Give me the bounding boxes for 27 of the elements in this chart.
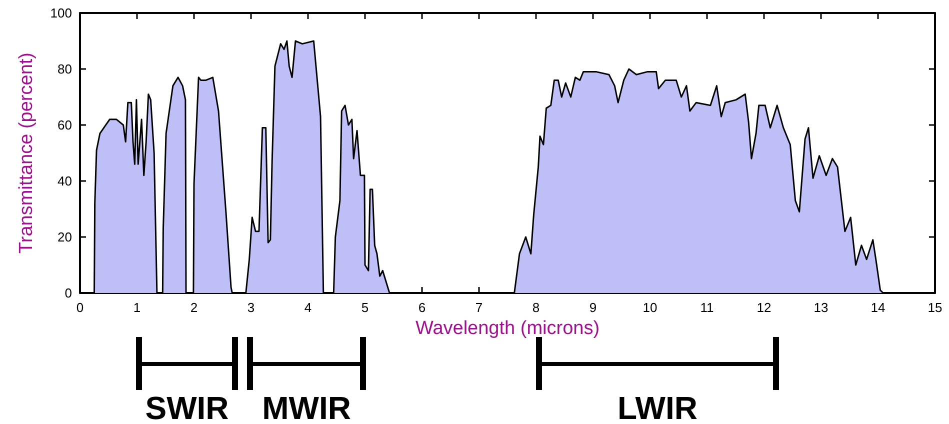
x-tick-label: 15: [928, 300, 942, 315]
x-tick-label: 6: [418, 300, 426, 315]
x-tick-label: 4: [304, 300, 312, 315]
y-tick-label: 0: [64, 286, 72, 300]
x-tick-label: 11: [700, 300, 714, 315]
x-tick-label: 2: [190, 300, 198, 315]
x-tick-label: 10: [642, 300, 658, 315]
y-tick-label: 20: [58, 230, 72, 244]
text: LWIR: [618, 390, 698, 424]
x-tick-label: 7: [475, 300, 483, 315]
x-tick-label: 5: [361, 300, 369, 315]
y-tick-label: 100: [50, 6, 72, 20]
y-tick-label: 40: [58, 174, 72, 188]
x-tick-label: 12: [756, 300, 772, 315]
x-axis-title: Wavelength (microns): [415, 318, 600, 339]
y-axis-title: Transmittance (percent): [16, 52, 37, 254]
y-tick-label: 60: [58, 118, 72, 132]
x-tick-label: 13: [814, 300, 828, 315]
x-tick-label: 14: [870, 300, 886, 315]
x-tick-label: 1: [133, 300, 141, 315]
x-tick-label: 0: [76, 300, 84, 315]
y-tick-label: 80: [58, 62, 72, 76]
text: MWIR: [262, 390, 351, 424]
text: SWIR: [145, 390, 229, 424]
x-tick-label: 8: [532, 300, 540, 315]
x-tick-label: 9: [589, 300, 597, 315]
x-tick-label: 3: [247, 300, 255, 315]
